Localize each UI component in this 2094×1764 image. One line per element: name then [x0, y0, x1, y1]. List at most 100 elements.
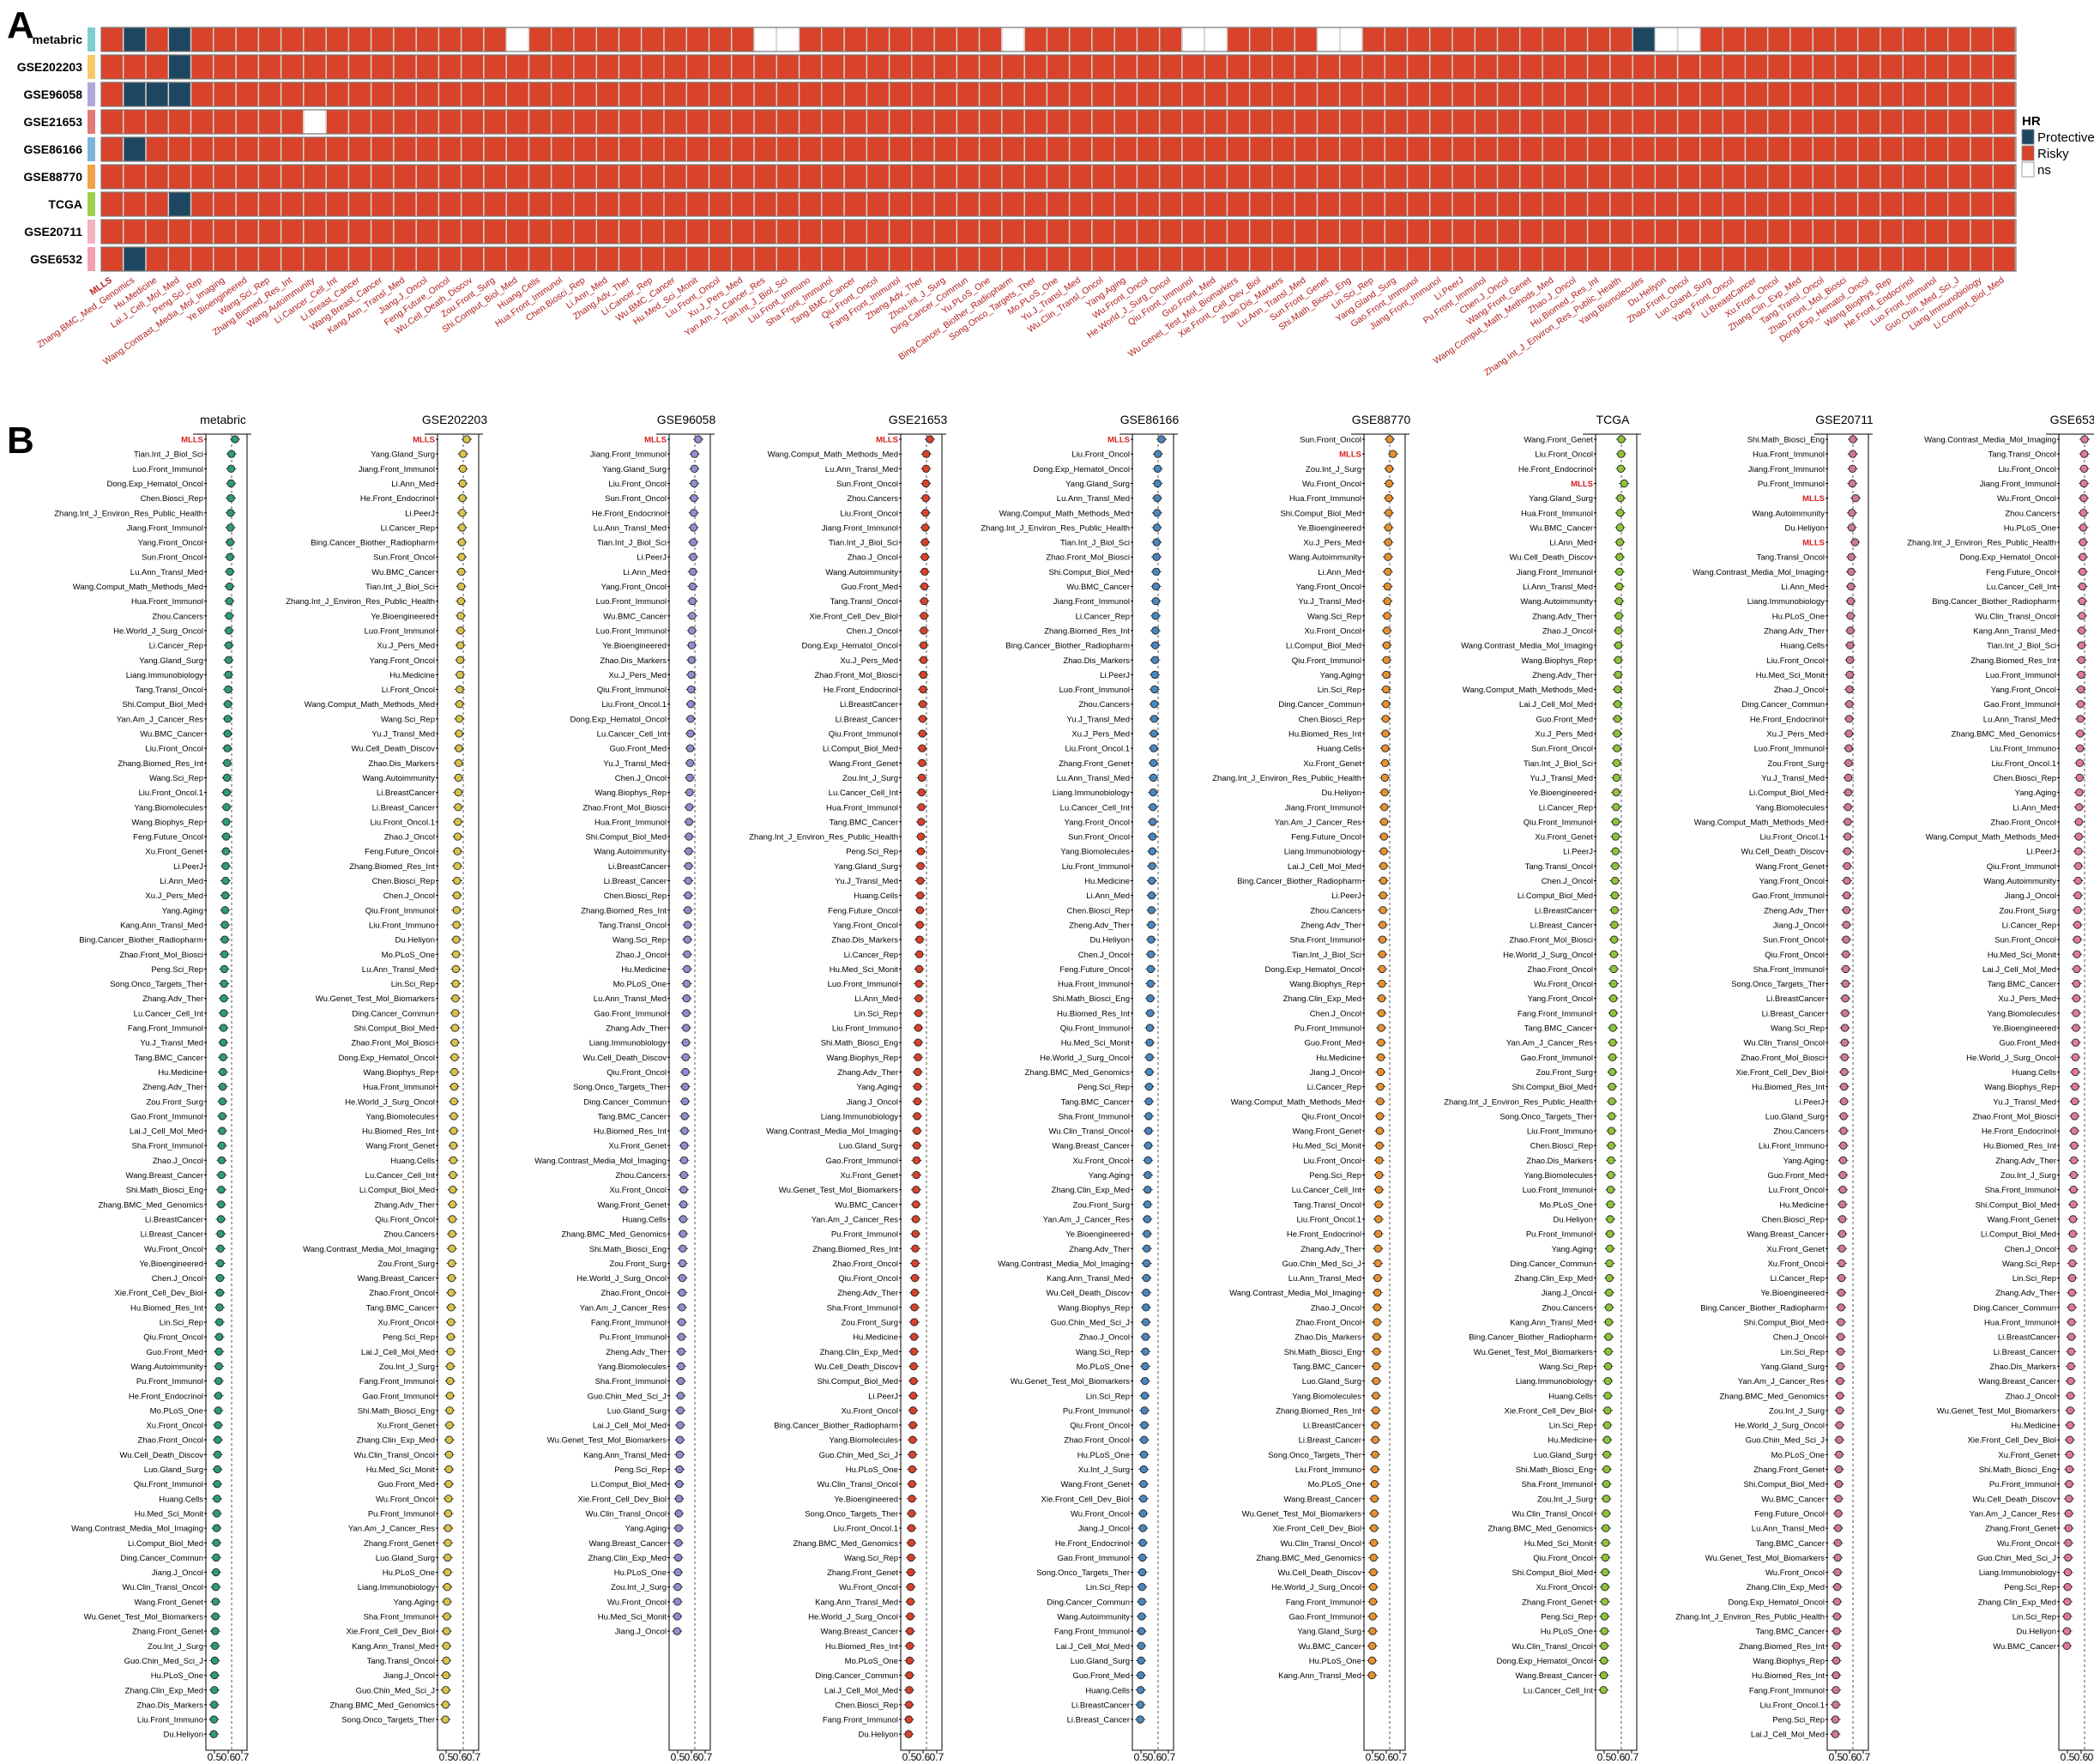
- heatmap-cell: [551, 191, 574, 217]
- heatmap-cell: [1903, 191, 1926, 217]
- forest-row-label: Shi.Math_Biosci_Eng: [1747, 436, 1825, 445]
- forest-point: [446, 1332, 456, 1341]
- forest-row-label: Xu.Front_Genet: [1998, 1451, 2056, 1460]
- heatmap-cell: [1813, 109, 1836, 135]
- forest-row-label: Qiu.Front_Immunol: [134, 1480, 203, 1489]
- forest-point: [447, 1259, 456, 1268]
- heatmap-cell: [1610, 109, 1632, 135]
- heatmap-cell: [1632, 246, 1656, 272]
- forest-row-label: Lai.J_Cell_Mol_Med: [130, 1127, 203, 1137]
- forest-row-label: Zhang.Clin_Exp_Med: [125, 1686, 203, 1695]
- forest-row-label: Dong.Exp_Hematol_Oncol: [339, 1054, 435, 1063]
- forest-row-label: Wu.Clin_Transl_Oncol: [1048, 1127, 1130, 1137]
- heatmap-cell: [123, 54, 146, 80]
- heatmap-cell: [1835, 191, 1858, 217]
- heatmap-row-frame: [100, 54, 2017, 80]
- forest-point: [1385, 509, 1393, 517]
- forest-point: [681, 1082, 690, 1091]
- heatmap-cell: [912, 109, 934, 135]
- forest-point: [1379, 891, 1387, 900]
- heatmap-cell: [326, 109, 349, 135]
- forest-point: [674, 1509, 683, 1518]
- forest-point: [689, 553, 697, 561]
- forest-row-label: Du.Heliyon: [859, 1731, 898, 1740]
- heatmap-cell: [236, 27, 259, 52]
- heatmap-cell: [1947, 27, 1970, 52]
- heatmap-cell: [776, 54, 800, 80]
- forest-point: [1144, 1112, 1153, 1121]
- forest-point: [2070, 1097, 2079, 1106]
- forest-point: [1601, 1583, 1609, 1592]
- forest-point: [1370, 1495, 1379, 1503]
- heatmap-cell: [1700, 136, 1723, 162]
- forest-point: [1372, 1376, 1380, 1386]
- heatmap-cell: [371, 246, 394, 272]
- forest-point: [1136, 1715, 1144, 1724]
- heatmap-cell: [1655, 164, 1678, 190]
- forest-row-label: Feng.Future_Oncol: [1986, 568, 2056, 577]
- heatmap-row-color-bar: [88, 165, 95, 189]
- forest-point: [919, 685, 927, 694]
- heatmap-cell: [1880, 191, 1904, 217]
- forest-row-label: Li.PeerJ: [173, 862, 203, 872]
- forest-point: [910, 1303, 919, 1312]
- forest-row-label: Xu.Int_J_Surg: [1078, 1465, 1130, 1475]
- heatmap-cell: [1227, 136, 1250, 162]
- heatmap-cell: [1159, 136, 1182, 162]
- forest-point: [1614, 582, 1624, 591]
- forest-point: [443, 1583, 451, 1592]
- forest-x-tick-label: 0.6: [1379, 1751, 1394, 1763]
- heatmap-cell: [619, 191, 642, 217]
- forest-x-tick-label: 0.7: [698, 1751, 713, 1763]
- forest-row-label: Liu.Front_Oncol.1: [138, 788, 203, 798]
- heatmap-cell: [1182, 54, 1204, 80]
- heatmap-cell: [1970, 109, 1994, 135]
- heatmap-cell: [1587, 219, 1610, 245]
- forest-x-tick-label: 0.6: [453, 1751, 468, 1763]
- forest-point: [1371, 1465, 1379, 1474]
- forest-row-label: Wang.Autoimmunity: [594, 848, 667, 857]
- forest-row-label: MLLS: [876, 436, 898, 445]
- forest-row-label: Li.Breast_Cancer: [1067, 1716, 1130, 1725]
- forest-point: [222, 803, 231, 812]
- heatmap-cell: [844, 136, 867, 162]
- forest-point: [1603, 1406, 1612, 1415]
- forest-point: [1375, 1112, 1385, 1121]
- forest-row-label: Zhang.Clin_Exp_Med: [1978, 1598, 2056, 1607]
- forest-point: [1142, 1303, 1150, 1312]
- forest-row-label: Xie.Front_Cell_Dev_Biol: [1273, 1525, 1362, 1534]
- forest-row-label: Yang.Biomolecules: [1060, 848, 1130, 857]
- forest-row-label: Wang.Front_Genet: [830, 759, 899, 769]
- forest-point: [1368, 1627, 1377, 1635]
- forest-row-label: Bing.Cancer_Biother_Radiopharm: [311, 539, 435, 548]
- forest-point: [1138, 1509, 1148, 1518]
- heatmap-cell: [1092, 54, 1114, 80]
- forest-point: [443, 1568, 452, 1577]
- forest-row-label: Dong.Exp_Hematol_Oncol: [1497, 1657, 1593, 1666]
- forest-row-label: Zhang.Biomed_Res_Int: [1739, 1642, 1825, 1652]
- forest-point: [912, 1170, 920, 1180]
- forest-row-label: Zhang.Clin_Exp_Med: [1052, 1186, 1130, 1195]
- forest-row-label: Shi.Comput_Biol_Med: [1743, 1480, 1825, 1489]
- forest-point: [1384, 553, 1392, 561]
- forest-row-label: Ding.Cancer_Commun: [120, 1554, 203, 1563]
- heatmap-cell: [574, 191, 597, 217]
- heatmap-cell: [168, 27, 191, 52]
- heatmap-cell: [326, 191, 349, 217]
- heatmap-cell: [461, 219, 484, 245]
- forest-row-label: Wang.Front_Genet: [1293, 1127, 1362, 1137]
- forest-point: [1838, 1259, 1846, 1268]
- heatmap-cell: [1114, 27, 1138, 52]
- forest-row-label: Dong.Exp_Hematol_Oncol: [570, 715, 667, 724]
- forest-row-label: Tian.Int_J_Biol_Sci: [829, 539, 898, 548]
- heatmap-cell: [1294, 219, 1318, 245]
- forest-point: [215, 1273, 225, 1283]
- forest-row-label: Wang.Breast_Cancer: [1516, 1671, 1593, 1681]
- forest-row-label: Wang.Comput_Math_Methods_Med: [305, 700, 435, 710]
- forest-point: [2079, 523, 2088, 532]
- heatmap-cell: [438, 27, 462, 52]
- forest-point: [1616, 464, 1626, 473]
- heatmap-cell: [1339, 219, 1362, 245]
- forest-row-label: Wu.Clin_Transl_Oncol: [1512, 1509, 1593, 1519]
- heatmap-row-color-bar: [88, 192, 95, 216]
